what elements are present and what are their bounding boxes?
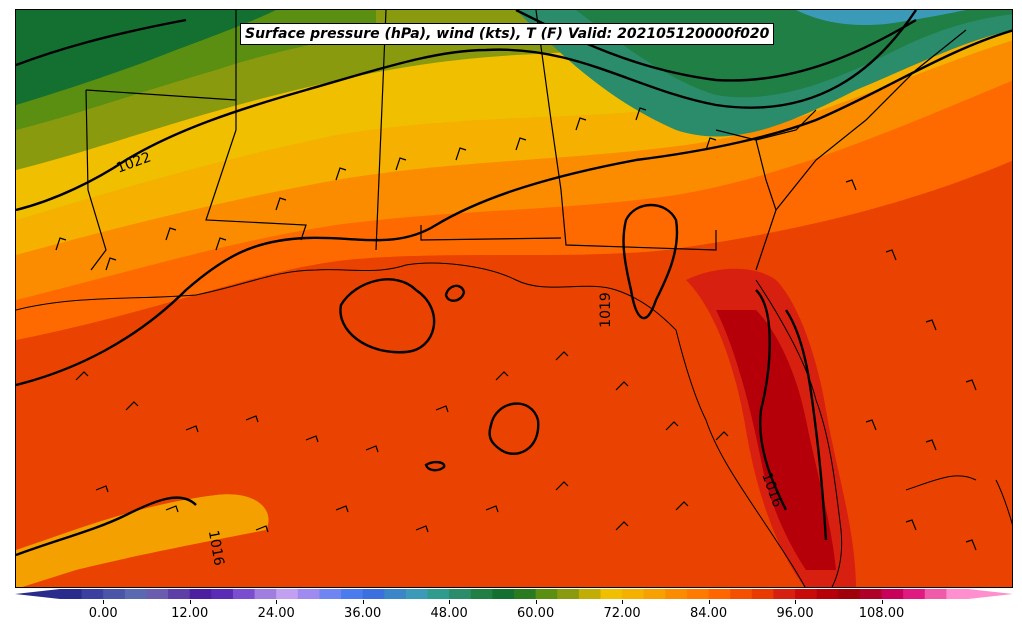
colorbar-segment	[903, 589, 926, 599]
colorbar-segment	[622, 589, 645, 599]
colorbar-segment	[859, 589, 883, 599]
colorbar-segment	[124, 589, 148, 599]
colorbar-segment	[189, 589, 212, 599]
isobars	[16, 10, 1012, 557]
colorbar-tick	[103, 600, 105, 604]
colorbar-segment	[146, 589, 169, 599]
coastline	[16, 262, 1012, 587]
colorbar-tick-label: 48.00	[430, 606, 468, 621]
colorbar-segment	[211, 589, 234, 599]
colorbar-tick-label: 72.00	[603, 606, 641, 621]
colorbar-segment	[881, 589, 904, 599]
isobar-label-1019: 1019	[597, 292, 614, 328]
colorbar-tick	[622, 600, 624, 604]
colorbar-segment	[103, 589, 126, 599]
colorbar-segment	[708, 589, 731, 599]
colorbar-segment	[341, 589, 364, 599]
colorbar-tick-label: 96.00	[776, 606, 814, 621]
colorbar-segment	[535, 589, 558, 599]
colorbar-segment	[297, 589, 321, 599]
temperature-colorbar	[15, 589, 1013, 599]
colorbar-segment	[924, 589, 947, 599]
map-canvas	[16, 10, 1012, 587]
colorbar-segment	[773, 589, 796, 599]
colorbar-segment	[557, 589, 580, 599]
colorbar-segment	[449, 589, 472, 599]
colorbar-tick	[449, 600, 451, 604]
colorbar-segment	[946, 589, 969, 599]
colorbar-segment	[254, 589, 277, 599]
colorbar-segment	[492, 589, 515, 599]
colorbar-segment	[514, 589, 537, 599]
colorbar-segment	[578, 589, 602, 599]
colorbar-tick	[189, 600, 191, 604]
colorbar-segment	[665, 589, 688, 599]
wind-barbs	[55, 107, 977, 551]
colorbar-segment	[470, 589, 493, 599]
colorbar-segment	[232, 589, 256, 599]
colorbar-segment	[384, 589, 407, 599]
colorbar-segment	[405, 589, 429, 599]
colorbar-tick-label: 60.00	[517, 606, 555, 621]
colorbar-segment	[362, 589, 385, 599]
colorbar-segment	[168, 589, 191, 599]
colorbar-tick-label: 84.00	[689, 606, 728, 621]
colorbar-segment	[81, 589, 104, 599]
colorbar-segment	[319, 589, 342, 599]
colorbar-min-arrow	[15, 589, 60, 599]
colorbar-tick	[881, 600, 883, 604]
colorbar-tick-label: 108.00	[858, 606, 905, 621]
state-borders	[85, 10, 967, 271]
colorbar-tick-label: 0.00	[88, 606, 118, 621]
colorbar-segment	[816, 589, 839, 599]
colorbar-tick-label: 36.00	[344, 606, 382, 621]
colorbar-tick	[535, 600, 537, 604]
colorbar-segment	[60, 589, 83, 599]
colorbar-tick	[795, 600, 797, 604]
colorbar-segment	[686, 589, 710, 599]
colorbar-segment	[276, 589, 299, 599]
colorbar-tick-label: 24.00	[257, 606, 295, 621]
map-title: Surface pressure (hPa), wind (kts), T (F…	[240, 23, 775, 45]
colorbar-segment	[730, 589, 753, 599]
colorbar-tick	[276, 600, 278, 604]
colorbar-segment	[643, 589, 666, 599]
colorbar-tick-label: 12.00	[171, 606, 209, 621]
colorbar-segment	[751, 589, 775, 599]
weather-map[interactable]: Surface pressure (hPa), wind (kts), T (F…	[15, 9, 1013, 588]
colorbar-segment	[427, 589, 450, 599]
colorbar-max-arrow	[968, 589, 1013, 599]
colorbar-tick	[362, 600, 364, 604]
colorbar-segment	[795, 589, 818, 599]
colorbar-tick	[708, 600, 710, 604]
colorbar-segment	[600, 589, 623, 599]
colorbar-segment	[838, 589, 861, 599]
